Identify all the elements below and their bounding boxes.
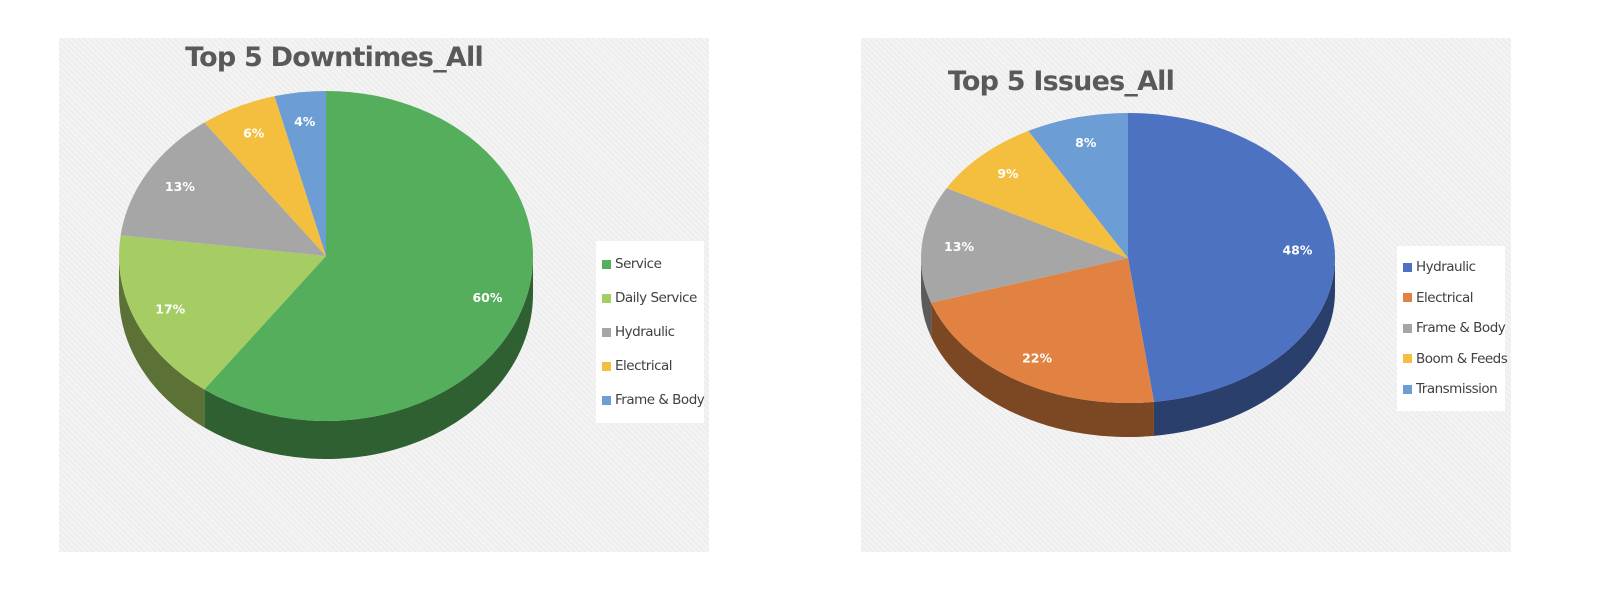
pie-side-walls (119, 256, 534, 459)
data-label-frame-body: 13% (944, 239, 974, 254)
pie-slice-frame-body (274, 91, 326, 256)
pie-slice-service (204, 91, 534, 421)
legend-label: Boom & Feeds (1416, 350, 1508, 367)
pie-slice-transmission (1028, 113, 1128, 258)
legend-label: Electrical (1416, 289, 1474, 306)
legend-label: Electrical (615, 358, 673, 374)
legend-label: Hydraulic (1416, 259, 1476, 276)
legend-item-boom-feeds: Boom & Feeds (1403, 344, 1508, 375)
legend-item-frame-body: Frame & Body (602, 383, 705, 417)
legend-item-daily-service: Daily Service (602, 281, 697, 315)
legend-item-electrical: Electrical (1403, 283, 1495, 314)
pie-slice-frame-body (921, 188, 1128, 303)
pie-slice-hydraulic (1128, 113, 1335, 402)
legend-label: Transmission (1416, 381, 1498, 398)
pie-data-labels: 48% 22% 13% 9% 8% (944, 135, 1313, 366)
pie-slice-hydraulic (120, 122, 326, 256)
data-label-boom-feeds: 9% (997, 166, 1019, 181)
pie-slice-electrical (931, 258, 1154, 403)
pie-slice-boom-feeds (946, 130, 1128, 258)
pie-side-walls (921, 258, 1335, 437)
issues-chart-panel: 48% 22% 13% 9% 8% Top 5 Issues_All Hydraulic… (861, 38, 1511, 552)
downtimes-pie-chart: 60% 17% 13% 6% 4% (119, 91, 534, 459)
pie-side-hydraulic (1153, 258, 1335, 436)
data-label-daily-service: 17% (155, 302, 185, 317)
data-label-transmission: 8% (1075, 135, 1097, 150)
pie-side-frame-body (921, 258, 932, 337)
legend-item-hydraulic: Hydraulic (602, 315, 694, 349)
downtimes-chart-panel: 60% 17% 13% 6% 4% Top 5 Downtimes_All Servic… (59, 38, 709, 552)
legend-label: Frame & Body (1416, 320, 1506, 337)
pie-side-daily-service (119, 256, 205, 428)
data-label-electrical: 22% (1022, 350, 1052, 365)
legend-item-electrical: Electrical (602, 349, 694, 383)
pie-data-labels: 60% 17% 13% 6% 4% (155, 114, 503, 317)
chart-legend: Hydraulic Electrical Frame & Body Boom &… (1397, 246, 1508, 411)
pie-side-service (204, 256, 534, 459)
data-label-electrical: 6% (243, 126, 265, 141)
data-label-hydraulic: 48% (1282, 243, 1312, 258)
legend-swatch (602, 395, 611, 405)
legend-label: Service (615, 256, 662, 272)
legend-swatch (602, 361, 611, 371)
data-label-service: 60% (472, 290, 502, 305)
data-label-hydraulic: 13% (165, 179, 195, 194)
legend-swatch (602, 293, 611, 303)
pie-side-electrical (931, 302, 1154, 437)
chart-title: Top 5 Downtimes_All (185, 42, 484, 73)
data-label-frame-body: 4% (294, 114, 316, 129)
legend-swatch (1403, 384, 1412, 394)
chart-legend: Service Daily Service Hydraulic Electric… (596, 241, 705, 423)
chart-title: Top 5 Issues_All (947, 66, 1175, 97)
legend-item-transmission: Transmission (1403, 374, 1498, 405)
legend-label: Frame & Body (615, 392, 705, 408)
legend-swatch (602, 259, 611, 269)
legend-swatch (1403, 323, 1412, 333)
legend-item-frame-body: Frame & Body (1403, 313, 1506, 344)
issues-pie-chart: 48% 22% 13% 9% 8% (921, 113, 1335, 437)
legend-swatch (602, 327, 611, 337)
pie-slices (921, 113, 1335, 403)
legend-item-hydraulic: Hydraulic (1403, 252, 1495, 283)
pie-slice-electrical (204, 96, 326, 256)
pie-slice-daily-service (119, 235, 326, 390)
legend-swatch (1403, 354, 1412, 364)
legend-item-service: Service (602, 247, 694, 281)
pie-slices (119, 91, 534, 421)
legend-swatch (1403, 293, 1412, 303)
legend-label: Daily Service (615, 290, 697, 306)
legend-swatch (1403, 262, 1412, 272)
legend-label: Hydraulic (615, 324, 675, 340)
